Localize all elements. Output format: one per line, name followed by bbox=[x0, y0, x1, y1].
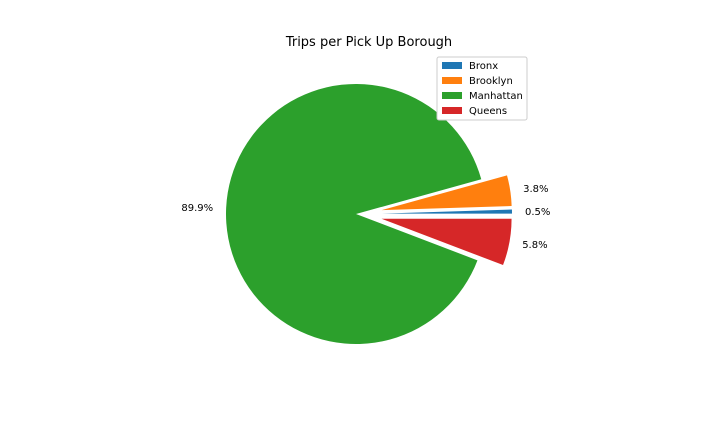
legend-label-manhattan: Manhattan bbox=[469, 91, 523, 102]
pct-label-manhattan: 89.9% bbox=[181, 203, 213, 214]
pct-label-bronx: 0.5% bbox=[525, 207, 550, 218]
pie-labels: 0.5% 3.8% 89.9% 5.8% bbox=[181, 184, 550, 251]
legend-swatch-brooklyn bbox=[442, 77, 462, 84]
legend-frame bbox=[436, 56, 528, 121]
legend-swatch-queens bbox=[442, 107, 462, 114]
legend-label-brooklyn: Brooklyn bbox=[469, 76, 513, 87]
legend-label-bronx: Bronx bbox=[469, 61, 498, 72]
pie-slice-queens bbox=[381, 218, 512, 266]
legend: Bronx Brooklyn Manhattan Queens bbox=[436, 56, 528, 121]
chart-title: Trips per Pick Up Borough bbox=[285, 35, 452, 50]
legend-label-queens: Queens bbox=[469, 106, 507, 117]
pie-slice-manhattan bbox=[226, 83, 482, 345]
pct-label-brooklyn: 3.8% bbox=[523, 184, 548, 195]
pie-slice-bronx bbox=[381, 209, 512, 214]
legend-swatch-manhattan bbox=[442, 92, 462, 99]
legend-swatch-bronx bbox=[442, 62, 462, 69]
pct-label-queens: 5.8% bbox=[522, 240, 547, 251]
pie-slices bbox=[226, 83, 512, 345]
pie-slice-brooklyn bbox=[381, 175, 512, 211]
